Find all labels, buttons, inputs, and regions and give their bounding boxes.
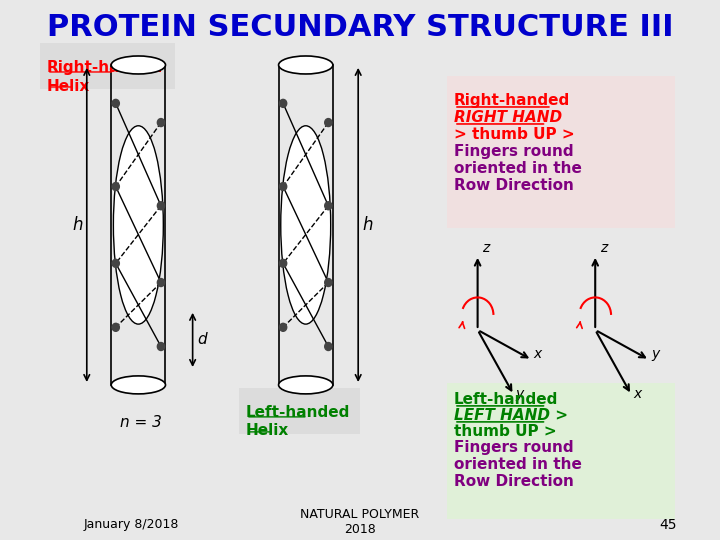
Ellipse shape xyxy=(113,126,163,324)
Circle shape xyxy=(279,99,287,107)
Text: 45: 45 xyxy=(659,518,676,532)
Circle shape xyxy=(325,279,332,287)
Text: Fingers round: Fingers round xyxy=(454,144,574,159)
Text: y: y xyxy=(652,347,660,361)
Text: oriented in the: oriented in the xyxy=(454,161,582,176)
FancyBboxPatch shape xyxy=(447,383,675,519)
FancyBboxPatch shape xyxy=(447,76,675,228)
Text: z: z xyxy=(600,241,607,255)
Text: y: y xyxy=(516,387,524,401)
Circle shape xyxy=(279,323,287,332)
Text: Fingers round: Fingers round xyxy=(454,440,574,455)
Text: PROTEIN SECUNDARY STRUCTURE III: PROTEIN SECUNDARY STRUCTURE III xyxy=(47,14,673,43)
Ellipse shape xyxy=(281,126,330,324)
Circle shape xyxy=(325,342,332,350)
Circle shape xyxy=(112,183,120,191)
Text: NATURAL POLYMER
2018: NATURAL POLYMER 2018 xyxy=(300,508,420,536)
Circle shape xyxy=(279,183,287,191)
Text: Left-handed: Left-handed xyxy=(454,392,559,407)
Text: h: h xyxy=(73,216,83,234)
Text: thumb UP >: thumb UP > xyxy=(454,424,557,439)
Text: Right-handed
Helix: Right-handed Helix xyxy=(47,60,163,93)
Ellipse shape xyxy=(111,376,166,394)
Circle shape xyxy=(325,119,332,126)
FancyBboxPatch shape xyxy=(239,388,360,434)
Circle shape xyxy=(325,202,332,210)
Text: d: d xyxy=(197,333,207,347)
Text: Right-handed: Right-handed xyxy=(454,93,570,108)
Circle shape xyxy=(158,342,165,350)
Ellipse shape xyxy=(279,56,333,74)
Text: > thumb UP >: > thumb UP > xyxy=(454,127,575,142)
Text: RIGHT HAND: RIGHT HAND xyxy=(454,110,562,125)
Text: LEFT HAND >: LEFT HAND > xyxy=(454,408,568,423)
Text: x: x xyxy=(633,387,642,401)
Circle shape xyxy=(158,279,165,287)
Text: h: h xyxy=(362,216,372,234)
Circle shape xyxy=(112,99,120,107)
Text: Row Direction: Row Direction xyxy=(454,474,574,489)
Text: oriented in the: oriented in the xyxy=(454,457,582,472)
Ellipse shape xyxy=(279,376,333,394)
FancyBboxPatch shape xyxy=(40,43,174,89)
Ellipse shape xyxy=(111,56,166,74)
Text: x: x xyxy=(534,347,542,361)
Text: n = 3: n = 3 xyxy=(120,415,162,430)
Text: z: z xyxy=(482,241,490,255)
Circle shape xyxy=(158,119,165,126)
Text: Left-handed
Helix: Left-handed Helix xyxy=(246,405,351,438)
Circle shape xyxy=(279,259,287,267)
Circle shape xyxy=(158,202,165,210)
Circle shape xyxy=(112,323,120,332)
Text: Row Direction: Row Direction xyxy=(454,178,574,193)
Text: January 8/2018: January 8/2018 xyxy=(84,518,179,531)
Circle shape xyxy=(112,259,120,267)
